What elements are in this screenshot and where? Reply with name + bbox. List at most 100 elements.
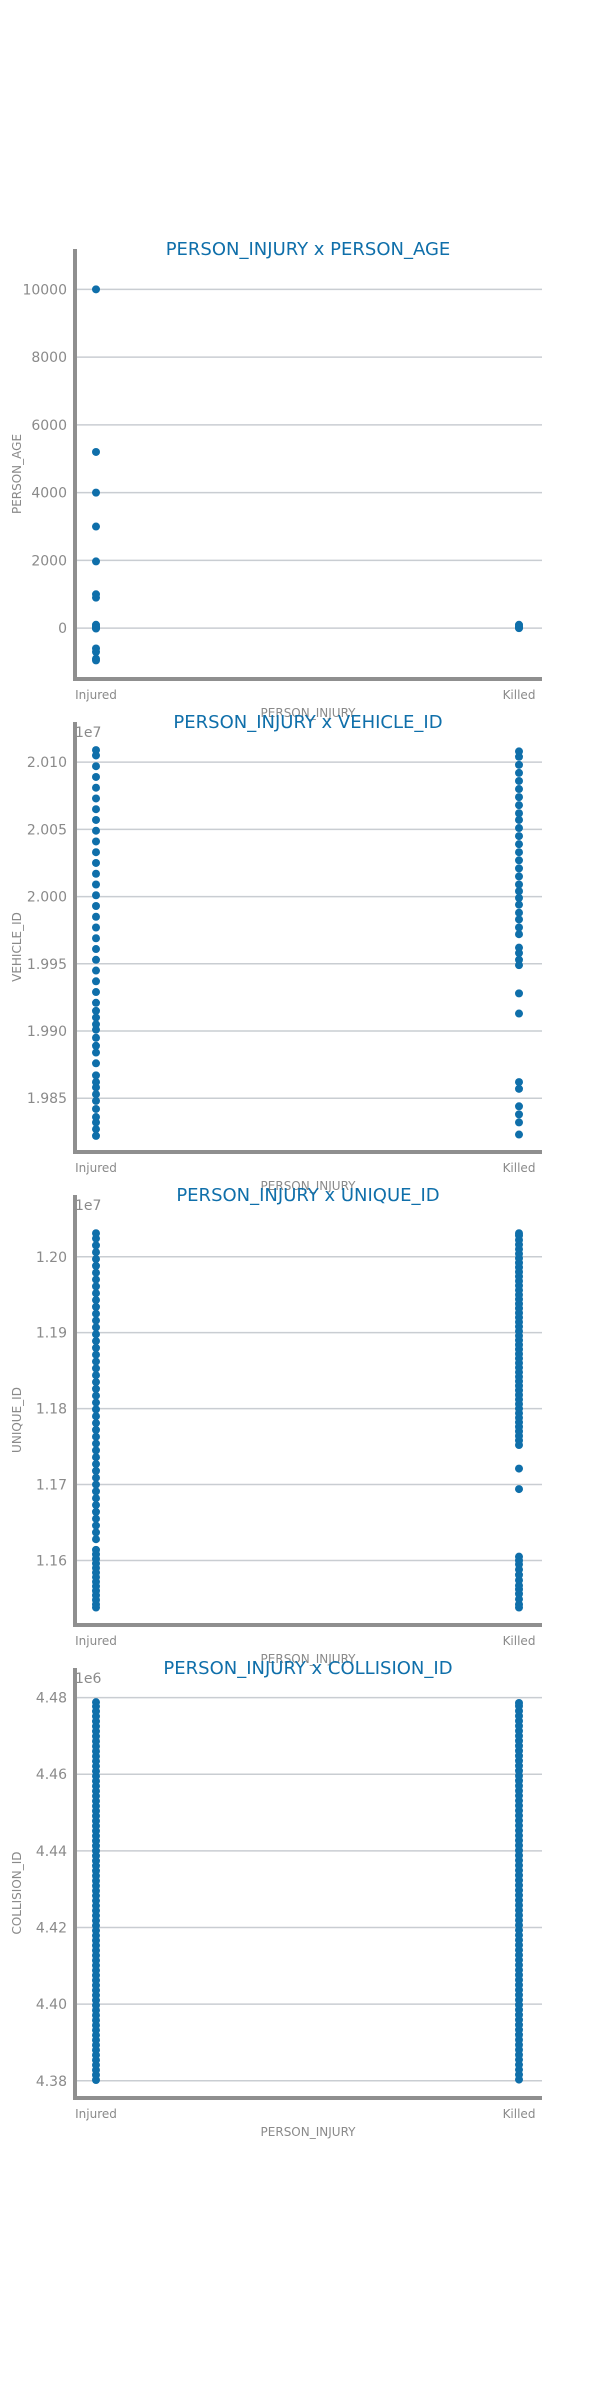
data-point-injured	[92, 1466, 100, 1475]
data-point-injured	[92, 1398, 100, 1407]
data-point-killed	[515, 887, 523, 896]
y-tick-label: 2000	[31, 553, 67, 569]
data-point-injured	[92, 837, 100, 846]
data-point-injured	[92, 1330, 100, 1339]
y-tick-label: 1.990	[27, 1024, 67, 1040]
data-point-injured	[92, 955, 100, 964]
data-point-injured	[92, 1255, 100, 1264]
data-point-killed	[515, 1698, 523, 1707]
data-point-killed	[515, 1130, 523, 1139]
data-point-injured	[92, 1425, 100, 1434]
data-point-injured	[92, 1384, 100, 1393]
x-tick-label: Killed	[503, 688, 536, 702]
data-point-injured	[92, 1316, 100, 1325]
data-point-injured	[92, 848, 100, 857]
x-tick-label: Injured	[75, 2107, 117, 2121]
data-point-killed	[515, 624, 523, 633]
data-point-injured	[92, 1698, 100, 1707]
y-tick-label: 0	[58, 621, 67, 637]
data-point-killed	[515, 915, 523, 924]
data-point-injured	[92, 1528, 100, 1537]
data-point-injured	[92, 1323, 100, 1332]
data-point-injured	[92, 934, 100, 943]
data-point-injured	[92, 891, 100, 900]
x-axis-label: PERSON_INJURY	[261, 1179, 357, 1193]
chart-panel-4: PERSON_INJURY x COLLISION_ID 1e6 4.38 4.40 4…	[10, 1658, 542, 2139]
y-tick-label: 1.17	[36, 1478, 67, 1494]
data-point-injured	[92, 1535, 100, 1544]
data-point-injured	[92, 902, 100, 910]
data-point-killed	[515, 856, 523, 865]
data-point-injured	[92, 1521, 100, 1530]
data-point-injured	[92, 1289, 100, 1298]
data-point-killed	[515, 989, 523, 998]
x-tick-label: Killed	[503, 1161, 536, 1175]
data-point-killed	[515, 955, 523, 964]
data-point-injured	[92, 1241, 100, 1250]
chart-panel-3: PERSON_INJURY x UNIQUE_ID 1e7 1.16 1.17 1.18…	[10, 1185, 542, 1666]
data-point-killed	[515, 1084, 523, 1093]
data-point-injured	[92, 1113, 100, 1122]
y-offset-label: 1e7	[75, 1198, 101, 1214]
data-point-injured	[92, 1453, 100, 1462]
data-point-injured	[92, 647, 100, 656]
y-tick-label: 1.995	[27, 957, 67, 973]
data-point-killed	[515, 793, 523, 802]
y-tick-label: 2.000	[27, 890, 67, 906]
y-axis-label: UNIQUE_ID	[10, 1387, 24, 1453]
data-point-injured	[92, 593, 100, 602]
data-point-injured	[92, 858, 100, 867]
data-point-injured	[92, 1357, 100, 1366]
chart-title: PERSON_INJURY x COLLISION_ID	[163, 1658, 452, 1679]
data-point-killed	[515, 900, 523, 909]
x-tick-label: Killed	[503, 2107, 536, 2121]
data-point-killed	[515, 785, 523, 794]
data-point-injured	[92, 988, 100, 997]
data-point-injured	[92, 1419, 100, 1428]
data-point-injured	[92, 966, 100, 975]
data-point-injured	[92, 1125, 100, 1134]
y-tick-label: 4.48	[36, 1691, 67, 1707]
data-point-killed	[515, 848, 523, 857]
data-point-injured	[92, 1096, 100, 1105]
data-point-injured	[92, 1033, 100, 1042]
data-point-injured	[92, 624, 100, 633]
data-point-injured	[92, 923, 100, 932]
data-point-injured	[92, 1296, 100, 1305]
data-point-injured	[92, 945, 100, 954]
data-point-injured	[92, 1501, 100, 1510]
data-point-injured	[92, 1131, 100, 1140]
y-tick-label: 4000	[31, 486, 67, 502]
y-tick-label: 6000	[31, 418, 67, 434]
data-point-injured	[92, 1446, 100, 1455]
data-point-injured	[92, 1514, 100, 1523]
data-point-injured	[92, 1078, 100, 1087]
data-point-killed	[515, 809, 523, 818]
x-axis-label: PERSON_INJURY	[261, 1652, 357, 1666]
data-point-killed	[515, 824, 523, 833]
data-point-injured	[92, 1480, 100, 1489]
data-point-killed	[515, 1078, 523, 1087]
data-point-injured	[92, 1350, 100, 1359]
chart-panel-2: PERSON_INJURY x VEHICLE_ID 1e7 1.985 1.990 1…	[10, 712, 542, 1193]
data-point-injured	[92, 772, 100, 781]
chart-title: PERSON_INJURY x PERSON_AGE	[166, 239, 451, 260]
data-point-injured	[92, 1059, 100, 1068]
data-point-injured	[92, 1104, 100, 1113]
data-point-injured	[92, 794, 100, 803]
y-tick-label: 8000	[31, 350, 67, 366]
data-point-injured	[92, 805, 100, 814]
data-point-injured	[92, 912, 100, 921]
y-tick-label: 2.005	[27, 822, 67, 838]
y-tick-label: 2.010	[27, 755, 67, 771]
data-point-injured	[92, 1473, 100, 1482]
data-point-injured	[92, 1013, 100, 1022]
data-point-killed	[515, 893, 523, 902]
data-point-injured	[92, 557, 100, 566]
y-tick-label: 1.18	[36, 1402, 67, 1418]
y-tick-label: 4.40	[36, 1997, 67, 2013]
data-point-injured	[92, 1378, 100, 1387]
data-point-injured	[92, 447, 100, 456]
data-point-injured	[92, 1006, 100, 1015]
